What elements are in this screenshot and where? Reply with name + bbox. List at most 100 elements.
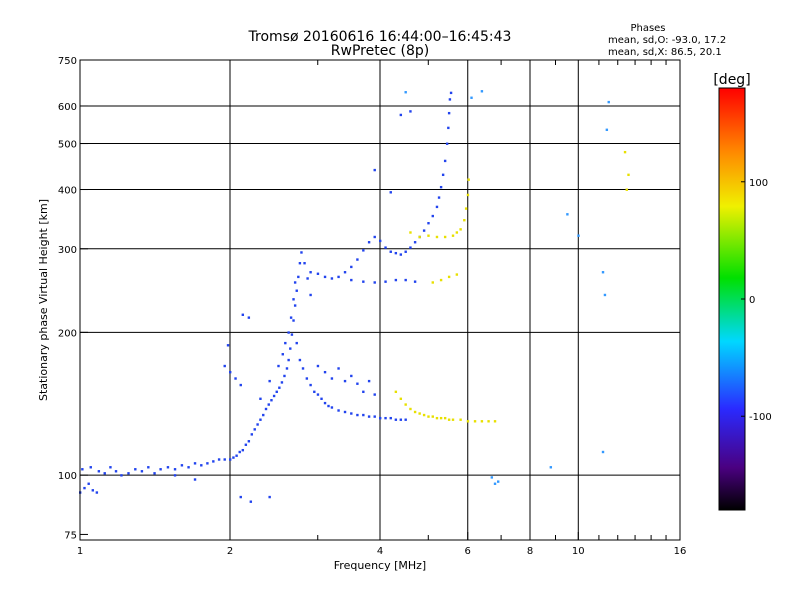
data-point [244,443,248,446]
data-point [289,316,293,319]
data-point [87,482,90,485]
x-tick-label: 4 [377,546,383,557]
data-point [316,393,320,396]
data-point [473,420,477,423]
y-tick-label: 750 [58,56,77,67]
data-point [140,470,144,473]
data-point [445,142,449,145]
data-point [394,418,398,421]
data-point [293,304,297,307]
data-point [241,313,245,316]
data-point [285,367,289,370]
data-point [309,271,312,274]
data-point [362,413,365,417]
data-point [399,253,403,256]
data-point [259,418,262,421]
data-point [256,423,259,426]
y-tick-label: 75 [64,530,77,541]
data-point [356,382,359,385]
data-point [394,390,398,394]
data-point [447,275,451,279]
data-point [451,418,455,421]
data-point [409,246,412,249]
data-point [316,272,320,275]
colorbar [718,87,746,511]
data-point [399,113,403,117]
data-point [627,173,630,177]
y-tick-label: 300 [58,245,77,256]
data-point [413,410,417,414]
data-point [384,246,387,249]
data-point [350,412,353,415]
data-point [193,478,197,481]
data-point [103,472,106,475]
data-point [259,397,262,400]
data-point [297,275,300,279]
data-point [447,126,450,130]
data-point [327,404,330,408]
data-point [268,379,271,383]
x-tick-label: 2 [227,546,233,557]
data-point [373,393,376,396]
colorbar-tick-label: 100 [749,178,768,189]
stats-heading: Phases [630,23,665,34]
data-point [362,249,365,252]
y-axis: 75 100 200 300 400 500 600 750 [58,56,88,541]
data-point [464,207,468,210]
data-point [287,331,290,334]
data-point [399,397,403,400]
data-point [298,262,302,265]
data-point [295,341,298,345]
data-point [193,462,197,465]
data-point [226,344,230,347]
data-point [89,466,92,469]
data-point [493,482,497,485]
data-point [422,413,426,417]
data-point [323,370,327,374]
y-tick-label: 100 [58,471,77,482]
data-point [343,410,347,414]
data-point [601,271,605,274]
data-point [284,341,287,345]
stats-o-mode: mean, sd,O: -93.0, 17.2 [608,35,726,46]
data-point [114,470,118,473]
data-point [577,234,580,237]
data-point [270,399,273,402]
chart-subtitle: RwPretec (8p) [331,43,429,59]
data-point [83,486,86,490]
data-point [277,364,280,368]
data-point [206,462,209,465]
data-point [394,251,398,255]
data-point [431,281,434,284]
data-point [389,191,392,194]
data-point [298,358,302,362]
data-point [229,458,232,461]
data-point [235,454,238,457]
data-point [356,258,359,261]
data-point [350,278,353,282]
data-point [435,416,439,420]
x-axis: 1 2 4 6 8 10 16 [77,60,686,557]
data-point [362,390,365,394]
data-point [147,466,150,469]
data-point [229,370,232,374]
data-point [427,234,430,237]
data-point [373,415,376,418]
data-point [487,420,490,423]
data-point [120,474,123,477]
data-point [305,377,309,380]
data-point [134,468,137,471]
colorbar-label: [deg] [713,72,750,88]
data-point [605,128,609,132]
data-point [439,416,443,420]
x-tick-label: 8 [527,546,533,557]
data-point [447,111,451,115]
y-tick-label: 200 [58,328,77,339]
x-tick-label: 6 [465,546,471,557]
data-point [81,468,84,471]
y-tick-label: 400 [58,186,77,197]
data-point [166,466,170,469]
data-point [451,234,455,237]
data-point [367,241,371,244]
